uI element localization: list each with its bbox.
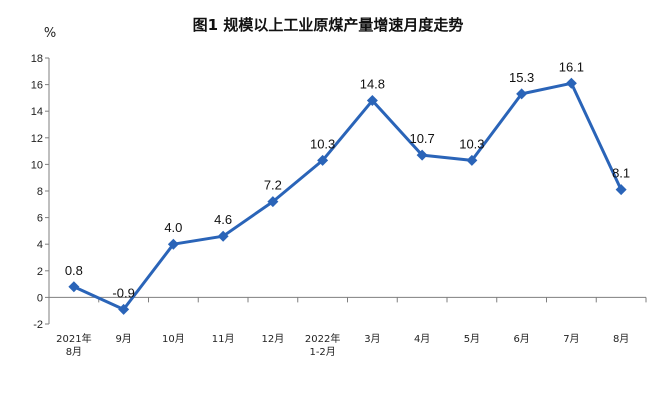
x-tick-label: 7月 (563, 333, 579, 345)
y-tick-label: 16 (31, 80, 43, 92)
axes (48, 58, 646, 324)
y-tick-label: 4 (37, 239, 43, 251)
data-point (466, 154, 478, 166)
x-tick-label: 12月 (262, 333, 285, 345)
data-point (167, 238, 179, 250)
data-label: 15.3 (509, 70, 534, 85)
y-axis-unit: % (44, 26, 56, 41)
data-point (565, 77, 577, 89)
chart-title: 图1 规模以上工业原煤产量增速月度走势 (193, 16, 464, 34)
x-tick-label: 2022年 (305, 332, 340, 345)
data-label: 10.7 (409, 131, 434, 146)
data-label: 4.0 (164, 220, 182, 235)
data-point (267, 196, 279, 208)
data-label: 8.1 (612, 166, 630, 181)
y-tick-label: 12 (31, 133, 43, 145)
y-axis-ticks: -2 0 2 4 6 8 10 12 14 16 18 (31, 53, 49, 331)
x-tick-label: 9月 (115, 333, 131, 345)
x-tick-label: 8月 (66, 346, 82, 358)
x-tick-label: 10月 (162, 333, 185, 345)
data-point (118, 303, 130, 315)
data-point (317, 154, 329, 166)
data-point (416, 149, 428, 161)
data-label: 10.3 (310, 136, 335, 151)
data-point (366, 95, 378, 107)
y-tick-label: 18 (31, 53, 43, 65)
x-tick-label: 2021年 (56, 332, 91, 345)
y-tick-label: -2 (33, 319, 43, 331)
y-tick-label: 10 (31, 159, 43, 171)
y-tick-label: 14 (31, 106, 43, 118)
data-label: 10.3 (459, 136, 484, 151)
y-tick-label: 0 (37, 292, 43, 304)
x-tick-label: 8月 (613, 333, 629, 345)
data-labels: 0.8 -0.9 4.0 4.6 7.2 10.3 14.8 10.7 10.3 15.3 16.1… (65, 59, 630, 300)
y-tick-label: 6 (37, 213, 43, 225)
data-label: 16.1 (559, 59, 584, 74)
data-label: -0.9 (112, 285, 134, 300)
y-tick-label: 2 (37, 266, 43, 278)
y-tick-label: 8 (37, 186, 43, 198)
data-point (615, 184, 627, 196)
x-tick-label: 5月 (464, 333, 480, 345)
data-point (217, 230, 229, 242)
data-point (516, 88, 528, 100)
x-tick-label: 11月 (212, 333, 235, 345)
x-tick-label: 3月 (364, 333, 380, 345)
series (68, 77, 627, 315)
data-label: 0.8 (65, 263, 83, 278)
x-tick-label: 6月 (513, 333, 529, 345)
data-point (68, 281, 80, 293)
data-label: 7.2 (264, 178, 282, 193)
x-tick-label: 1-2月 (309, 346, 335, 358)
x-tick-label: 4月 (414, 333, 430, 345)
data-label: 4.6 (214, 212, 232, 227)
series-line (73, 81, 623, 311)
data-label: 14.8 (360, 77, 385, 92)
